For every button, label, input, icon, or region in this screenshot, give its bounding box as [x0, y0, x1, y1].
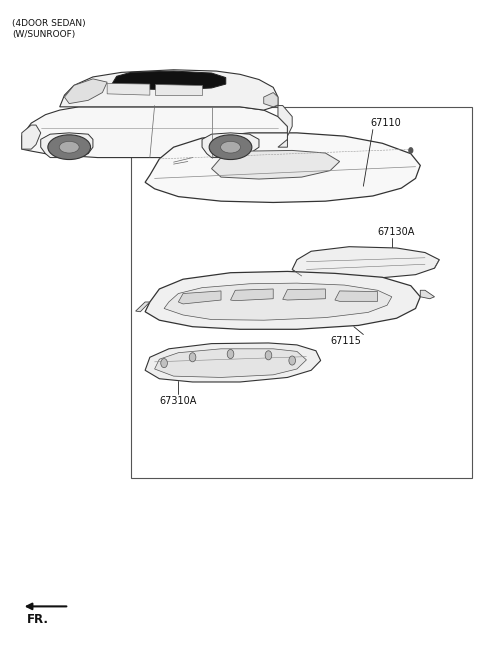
Polygon shape: [107, 83, 150, 95]
Circle shape: [265, 351, 272, 360]
Polygon shape: [64, 79, 107, 104]
Polygon shape: [164, 283, 392, 320]
Polygon shape: [41, 133, 93, 157]
Circle shape: [227, 350, 234, 359]
Polygon shape: [60, 70, 278, 110]
Ellipse shape: [48, 135, 91, 159]
Text: FR.: FR.: [26, 613, 48, 626]
Polygon shape: [155, 84, 202, 95]
Polygon shape: [264, 92, 278, 107]
FancyBboxPatch shape: [131, 107, 472, 478]
Polygon shape: [212, 150, 340, 179]
Polygon shape: [179, 291, 221, 304]
Text: 67130A: 67130A: [378, 227, 415, 237]
Polygon shape: [22, 107, 288, 157]
Polygon shape: [145, 133, 420, 203]
Circle shape: [409, 148, 413, 153]
Polygon shape: [230, 289, 273, 300]
Text: 67110: 67110: [371, 117, 401, 128]
Text: (4DOOR SEDAN): (4DOOR SEDAN): [12, 19, 86, 28]
Polygon shape: [202, 133, 259, 157]
Polygon shape: [145, 343, 321, 382]
Polygon shape: [22, 125, 41, 149]
Polygon shape: [335, 291, 378, 301]
Polygon shape: [278, 106, 292, 147]
Text: (W/SUNROOF): (W/SUNROOF): [12, 30, 75, 39]
Circle shape: [189, 353, 196, 362]
Text: 67115: 67115: [330, 337, 361, 346]
Polygon shape: [292, 247, 439, 279]
Ellipse shape: [220, 141, 240, 153]
Polygon shape: [136, 302, 150, 312]
Ellipse shape: [59, 141, 79, 153]
Ellipse shape: [209, 135, 252, 159]
Polygon shape: [145, 272, 420, 329]
Circle shape: [161, 359, 168, 367]
Polygon shape: [283, 289, 325, 300]
Polygon shape: [155, 349, 306, 377]
Polygon shape: [420, 290, 434, 298]
Text: 67310A: 67310A: [159, 396, 197, 406]
Polygon shape: [112, 71, 226, 90]
Circle shape: [289, 356, 296, 365]
